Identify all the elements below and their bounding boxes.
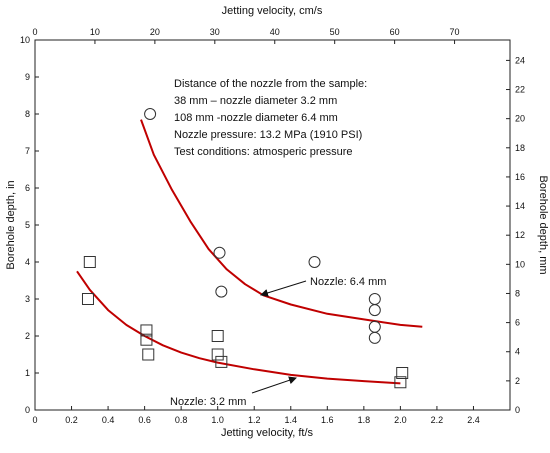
conditions-annotation: Distance of the nozzle from the sample: … — [174, 78, 367, 158]
x-tick-label: 2.0 — [394, 415, 407, 425]
y-right-tick-label: 8 — [515, 288, 520, 298]
y-tick-label: 6 — [25, 183, 30, 193]
y-right-tick-label: 10 — [515, 259, 525, 269]
square-point — [394, 376, 407, 389]
x-top-tick-label: 30 — [210, 27, 220, 37]
circle-point — [368, 320, 381, 333]
square-point — [211, 348, 224, 361]
y-right-tick-label: 14 — [515, 201, 525, 211]
y-right-tick-label: 0 — [515, 405, 520, 415]
x-tick-label: 0.8 — [175, 415, 188, 425]
x-tick-label: 1.0 — [211, 415, 224, 425]
x-tick-label: 2.2 — [431, 415, 444, 425]
callout-arrow — [251, 376, 297, 394]
square-point — [215, 355, 228, 368]
callout-label: Nozzle: 3.2 mm — [170, 396, 246, 408]
x-tick-label: 0.6 — [138, 415, 151, 425]
square-point — [396, 367, 409, 379]
axis-ticks: 0 0.2 0.4 0.6 0.8 1.0 1.2 1.4 1.6 1.8 2.0 2.2 2.4012… — [20, 27, 525, 425]
y-right-tick-label: 18 — [515, 143, 525, 153]
square-point — [140, 333, 153, 346]
square-point — [140, 324, 153, 337]
nozzle-6-4-callout: Nozzle: 6.4 mm — [260, 276, 386, 297]
circle-point — [368, 331, 381, 344]
x-top-tick-label: 40 — [270, 27, 280, 37]
circle-point — [308, 256, 321, 268]
x-tick-label: 1.6 — [321, 415, 334, 425]
circle-point — [368, 293, 381, 305]
callout-arrow — [260, 280, 307, 297]
y-tick-label: 10 — [20, 35, 30, 45]
y-axis-title: Borehole depth, in — [5, 180, 17, 269]
y-right-tick-label: 16 — [515, 172, 525, 182]
y-tick-label: 9 — [25, 72, 30, 82]
x-tick-label: 1.2 — [248, 415, 261, 425]
y-right-tick-label: 6 — [515, 318, 520, 328]
x-top-tick-label: 20 — [150, 27, 160, 37]
x-tick-label: 0.4 — [102, 415, 115, 425]
y-right-tick-label: 24 — [515, 55, 525, 65]
square-point — [83, 256, 96, 268]
x-top-axis-title: Jetting velocity, cm/s — [222, 5, 323, 17]
x-top-tick-label: 50 — [330, 27, 340, 37]
y-right-tick-label: 12 — [515, 230, 525, 240]
square-point — [142, 348, 155, 361]
x-axis-title: Jetting velocity, ft/s — [221, 427, 314, 439]
y-right-tick-label: 4 — [515, 347, 520, 357]
y-tick-label: 4 — [25, 257, 30, 267]
y-tick-label: 3 — [25, 294, 30, 304]
annotation-line: 108 mm -nozzle diameter 6.4 mm — [174, 112, 338, 124]
x-tick-label: 1.4 — [285, 415, 298, 425]
annotation-line: Distance of the nozzle from the sample: — [174, 78, 367, 90]
y-tick-label: 5 — [25, 220, 30, 230]
fit-curve — [76, 270, 401, 385]
y-right-tick-label: 22 — [515, 85, 525, 95]
fit-curves — [76, 119, 423, 385]
x-tick-label: 2.4 — [467, 415, 480, 425]
circle-point — [213, 246, 226, 259]
x-top-tick-label: 60 — [390, 27, 400, 37]
x-tick-label: 0 — [32, 415, 37, 425]
square-point — [211, 330, 224, 342]
annotation-line: Test conditions: atmosperic pressure — [174, 146, 353, 158]
y-tick-label: 1 — [25, 368, 30, 378]
y-tick-label: 2 — [25, 331, 30, 341]
circle-point — [368, 304, 381, 317]
annotation-line: 38 mm – nozzle diameter 3.2 mm — [174, 95, 337, 107]
x-top-tick-label: 70 — [450, 27, 460, 37]
y-tick-label: 7 — [25, 146, 30, 156]
x-top-tick-label: 10 — [90, 27, 100, 37]
annotation-line: Nozzle pressure: 13.2 MPa (1910 PSI) — [174, 129, 362, 141]
fit-curve — [140, 119, 423, 328]
nozzle-3-2-callout: Nozzle: 3.2 mm — [170, 376, 297, 408]
square-point — [81, 293, 94, 305]
x-top-tick-label: 0 — [32, 27, 37, 37]
circle-point — [215, 285, 228, 298]
callout-label: Nozzle: 6.4 mm — [310, 276, 386, 288]
y-right-tick-label: 20 — [515, 114, 525, 124]
y-tick-label: 0 — [25, 405, 30, 415]
y-tick-label: 8 — [25, 109, 30, 119]
data-points — [81, 108, 409, 389]
circle-point — [144, 108, 157, 120]
x-tick-label: 1.8 — [358, 415, 371, 425]
x-tick-label: 0.2 — [65, 415, 78, 425]
y-right-axis-title: Borehole depth, mm — [537, 175, 549, 274]
y-right-tick-label: 2 — [515, 376, 520, 386]
